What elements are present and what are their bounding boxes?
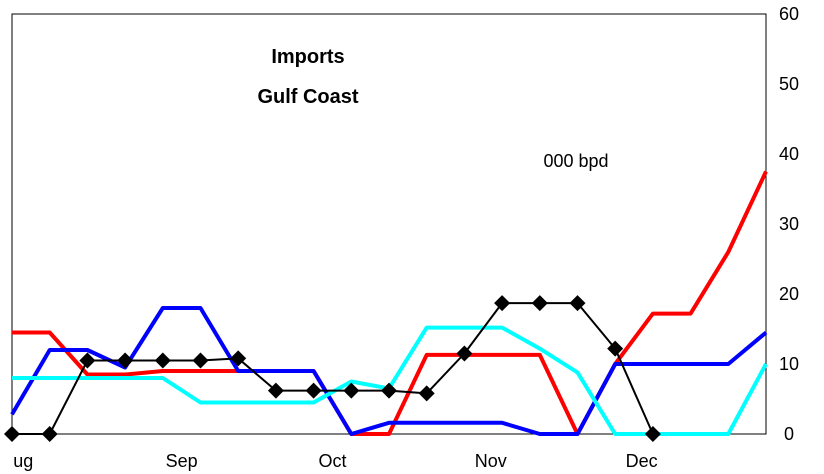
series-4-point bbox=[456, 345, 473, 362]
series-4-point bbox=[305, 382, 322, 399]
y-tick-label: 30 bbox=[779, 214, 799, 234]
y-tick-label: 60 bbox=[779, 4, 799, 24]
series-line-4 bbox=[12, 302, 654, 435]
series-4-point bbox=[494, 295, 511, 312]
x-tick-label: ug bbox=[13, 451, 33, 471]
chart-subtitle: Gulf Coast bbox=[257, 86, 358, 108]
series-4-point bbox=[117, 352, 134, 369]
x-tick-label: Nov bbox=[475, 451, 507, 471]
x-tick-label: Sep bbox=[166, 451, 198, 471]
series-4-point bbox=[79, 352, 96, 369]
series-4-point bbox=[230, 350, 247, 367]
chart-title: Imports bbox=[271, 46, 344, 68]
plot-frame bbox=[11, 13, 767, 435]
unit-label: 000 bpd bbox=[543, 151, 608, 171]
x-tick-label: Oct bbox=[318, 451, 346, 471]
series-4-point bbox=[418, 385, 435, 402]
series-line-3 bbox=[12, 325, 768, 436]
y-axis-ticks: 0 10 20 30 40 50 60 bbox=[779, 4, 799, 444]
series-4-point bbox=[192, 352, 209, 369]
x-axis-ticks: ug Sep Oct Nov Dec bbox=[13, 451, 657, 471]
series-4-point bbox=[267, 382, 284, 399]
y-tick-label: 10 bbox=[779, 354, 799, 374]
y-tick-label: 0 bbox=[784, 424, 794, 444]
y-tick-label: 20 bbox=[779, 284, 799, 304]
series-4-point bbox=[4, 426, 20, 442]
series-line-2 bbox=[10, 306, 768, 436]
series-line-1 bbox=[12, 170, 768, 436]
series-4-point bbox=[607, 340, 624, 357]
series-4-point bbox=[531, 295, 548, 312]
series-4-point bbox=[154, 352, 171, 369]
series-4-point bbox=[381, 382, 397, 399]
series-4-point bbox=[569, 295, 586, 312]
y-tick-label: 50 bbox=[779, 74, 799, 94]
series-4-point bbox=[41, 426, 58, 442]
series-4-point bbox=[644, 426, 661, 442]
marker-layer bbox=[4, 295, 661, 442]
series-4-point bbox=[343, 382, 360, 399]
y-tick-label: 40 bbox=[779, 144, 799, 164]
x-tick-label: Dec bbox=[626, 451, 658, 471]
